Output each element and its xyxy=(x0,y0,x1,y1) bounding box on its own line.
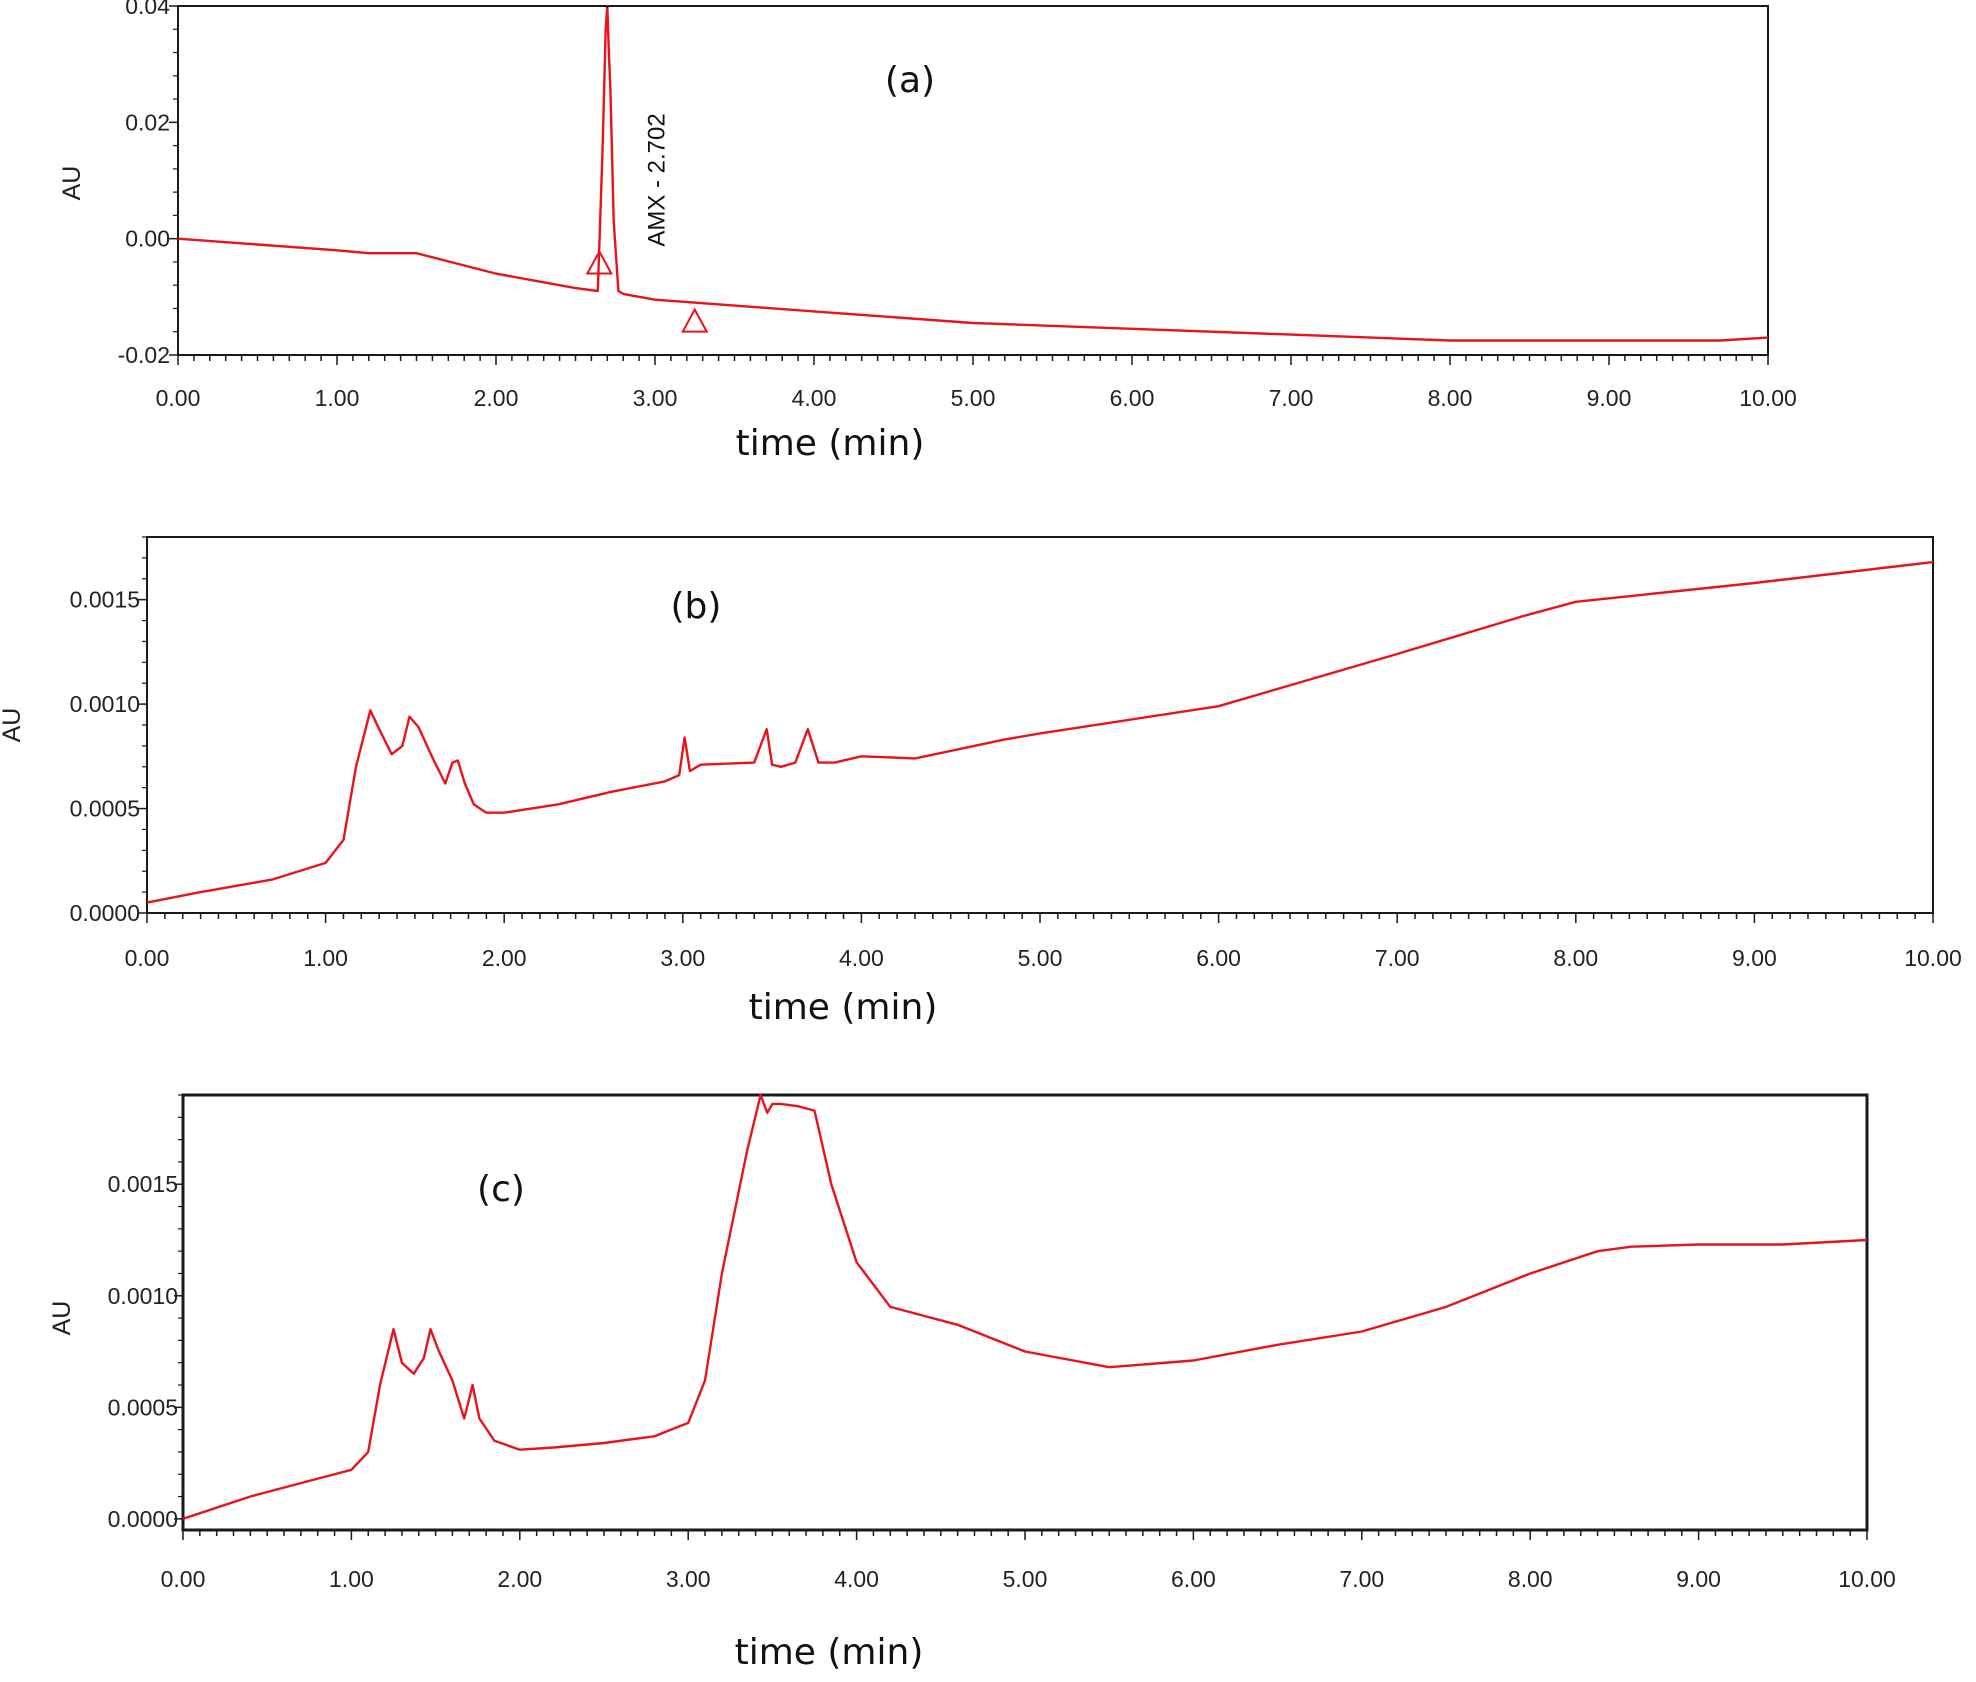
x-tick-label: 4.00 xyxy=(839,945,884,971)
x-axis-title: time (min) xyxy=(735,1632,924,1673)
y-tick-label: 0.0010 xyxy=(70,691,140,717)
panel-label: (c) xyxy=(477,1169,525,1210)
x-axis-title: time (min) xyxy=(736,423,925,464)
x-tick-label: 10.00 xyxy=(1739,385,1797,411)
y-tick-label: 0.0015 xyxy=(108,1171,178,1197)
y-tick-label: 0.0010 xyxy=(108,1283,178,1309)
peak-end-triangle-icon xyxy=(681,307,709,333)
panel-label: (b) xyxy=(671,586,722,627)
chart-panel-1: 0.00 1.00 2.00 3.00 4.00 5.00 6.00 7.00 8.00 9.00… xyxy=(58,0,1797,464)
chart-panel-2: 0.00 1.00 2.00 3.00 4.00 5.00 6.00 7.00 8.00 9.00… xyxy=(0,536,1962,1028)
x-tick-label: 8.00 xyxy=(1553,945,1598,971)
x-tick-label: 6.00 xyxy=(1171,1566,1216,1592)
chromatogram-trace xyxy=(146,560,1934,904)
y-tick-label: 0.0000 xyxy=(108,1506,178,1532)
peak-annotation: AMX - 2.702 xyxy=(643,113,670,246)
x-tick-label: 3.00 xyxy=(633,385,678,411)
y-tick-label: 0.0005 xyxy=(108,1394,178,1420)
x-tick-label: 0.00 xyxy=(125,945,170,971)
y-tick-label: 0.04 xyxy=(125,0,170,19)
x-tick-label: 10.00 xyxy=(1904,945,1962,971)
x-tick-label: 9.00 xyxy=(1587,385,1632,411)
chromatogram-trace xyxy=(177,4,1769,342)
x-tick-label: 2.00 xyxy=(482,945,527,971)
x-tick-label: 2.00 xyxy=(474,385,519,411)
y-tick-label: 0.0005 xyxy=(70,796,140,822)
x-tick-label: 5.00 xyxy=(951,385,996,411)
x-tick-label: 0.00 xyxy=(156,385,201,411)
y-tick-label: 0.0015 xyxy=(70,587,140,613)
panel-label: (a) xyxy=(885,60,935,101)
x-tick-label: 5.00 xyxy=(1003,1566,1048,1592)
y-tick-label: 0.0000 xyxy=(70,900,140,926)
x-tick-label: 1.00 xyxy=(303,945,348,971)
plot-frame xyxy=(181,1093,1869,1532)
y-tick-label: 0.00 xyxy=(125,226,170,252)
chromatogram-trace xyxy=(182,1093,1868,1520)
x-tick-label: 9.00 xyxy=(1676,1566,1721,1592)
x-tick-label: 10.00 xyxy=(1838,1566,1896,1592)
peak-start-triangle-icon xyxy=(585,249,614,275)
x-tick-label: 7.00 xyxy=(1339,1566,1384,1592)
plot-frame xyxy=(177,5,1769,356)
x-tick-label: 5.00 xyxy=(1018,945,1063,971)
x-tick-label: 8.00 xyxy=(1428,385,1473,411)
x-tick-label: 7.00 xyxy=(1269,385,1314,411)
chart-panel-3: 0.00 1.00 2.00 3.00 4.00 5.00 6.00 7.00 8.00 9.00… xyxy=(48,1093,1896,1673)
x-tick-label: 4.00 xyxy=(834,1566,879,1592)
y-tick-label: 0.02 xyxy=(125,109,170,135)
y-axis-title: AU xyxy=(48,1301,76,1336)
x-tick-label: 1.00 xyxy=(329,1566,374,1592)
y-tick-label: -0.02 xyxy=(118,342,170,368)
x-tick-label: 6.00 xyxy=(1196,945,1241,971)
x-tick-label: 0.00 xyxy=(161,1566,206,1592)
x-tick-label: 7.00 xyxy=(1375,945,1420,971)
x-tick-label: 1.00 xyxy=(315,385,360,411)
y-axis-title: AU xyxy=(58,166,86,201)
x-axis-title: time (min) xyxy=(749,987,938,1028)
x-tick-label: 3.00 xyxy=(660,945,705,971)
x-tick-label: 4.00 xyxy=(792,385,837,411)
x-tick-label: 2.00 xyxy=(497,1566,542,1592)
x-tick-label: 3.00 xyxy=(666,1566,711,1592)
x-tick-label: 6.00 xyxy=(1110,385,1155,411)
y-axis-title: AU xyxy=(0,708,26,743)
x-tick-label: 8.00 xyxy=(1508,1566,1553,1592)
x-tick-label: 9.00 xyxy=(1732,945,1777,971)
